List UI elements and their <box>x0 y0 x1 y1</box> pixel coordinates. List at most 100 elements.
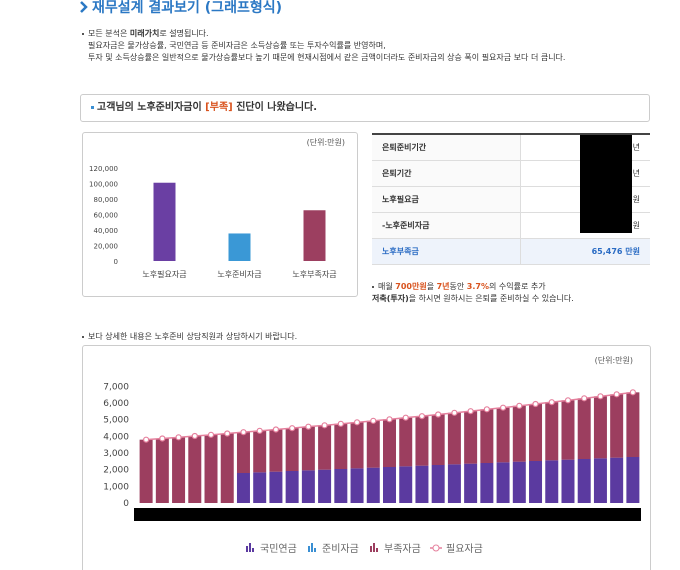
bar-segment <box>610 394 624 458</box>
unit-label: (단위:만원) <box>595 355 633 365</box>
advice-text: 을 하시면 원하시는 은퇴를 준비하실 수 있습니다. <box>408 294 574 303</box>
bar-segment <box>172 437 186 503</box>
y-tick-label: 3,000 <box>103 449 129 459</box>
x-tick-label: 노후부족자금 <box>292 270 336 279</box>
line-marker <box>175 434 182 441</box>
bar-segment <box>431 465 445 503</box>
page-title: 재무설계 결과보기 (그래프형식) <box>92 0 282 16</box>
line-marker <box>467 408 474 415</box>
bar-segment <box>415 416 429 466</box>
line-marker <box>548 399 555 406</box>
detail-note: 보다 상세한 내용은 노후준비 상담직원과 상담하시기 바랍니다. <box>82 331 297 343</box>
legend-icon <box>246 546 248 552</box>
advice-highlight: 700만원 <box>395 282 427 291</box>
line-marker <box>240 429 247 436</box>
bar-segment <box>626 392 640 457</box>
bar-segment <box>301 470 315 503</box>
line-marker <box>370 417 377 424</box>
bar-segment <box>383 419 396 467</box>
bar-segment <box>529 461 543 503</box>
bar-segment <box>269 429 283 472</box>
bar-segment <box>512 405 526 462</box>
note-text: 필요자금은 물가상승률, 국민연금 등 준비자금은 소득상승률 또는 투자수익률… <box>88 41 386 50</box>
line-marker <box>402 414 409 421</box>
advice-text: 저축(투자) <box>372 294 409 303</box>
line-marker <box>224 430 231 437</box>
table-row: 노후부족금 65,476 만원 <box>372 238 650 265</box>
bar-segment <box>415 465 429 503</box>
bar-segment <box>285 471 299 503</box>
advice-text: 을 <box>426 282 437 291</box>
legend-label: 필요자금 <box>446 543 483 555</box>
bar-segment <box>431 414 445 465</box>
y-tick-label: 40,000 <box>94 227 119 235</box>
legend-icon <box>376 548 378 552</box>
bar-segment <box>464 411 478 464</box>
bar-segment <box>626 457 640 503</box>
bar-segment <box>253 472 267 503</box>
y-tick-label: 1,000 <box>103 482 129 492</box>
bar-segment <box>366 420 380 468</box>
line-marker <box>289 425 296 432</box>
bar-segment <box>236 473 250 503</box>
advice-text: 동안 <box>449 282 467 291</box>
line-marker <box>305 423 312 430</box>
line-marker <box>386 416 393 423</box>
x-tick-label: 노후필요자금 <box>142 269 186 279</box>
line-marker <box>207 431 215 438</box>
note-text: 투자 및 소득상승률은 일반적으로 물가상승률보다 높기 때문에 현재시점에서 … <box>88 53 566 62</box>
bar-segment <box>480 409 494 463</box>
legend-label: 국민연금 <box>260 543 297 555</box>
line-marker <box>337 420 344 427</box>
line-marker <box>159 435 166 442</box>
row-label: 은퇴준비기간 <box>372 134 521 161</box>
bar-segment <box>545 402 559 461</box>
bar <box>303 210 326 261</box>
bar-segment <box>496 462 510 503</box>
advice-highlight: 7년 <box>436 282 450 291</box>
row-value: 65,476 만원 <box>520 238 650 265</box>
row-label: 노후필요금 <box>372 186 521 213</box>
line-marker <box>613 391 620 398</box>
y-tick-label: 4,000 <box>103 432 129 442</box>
bar-segment <box>464 463 478 503</box>
banner: 고객님의 노후준비자금이 [부족] 진단이 나왔습니다. <box>80 94 650 122</box>
bar-segment <box>220 433 234 503</box>
note-bold: 미래가치 <box>129 29 160 38</box>
bar-segment <box>285 428 299 471</box>
bar-segment <box>236 432 250 473</box>
line-marker <box>435 411 442 418</box>
legend-icon <box>373 543 375 552</box>
legend-icon <box>249 543 251 552</box>
line-marker <box>321 422 328 429</box>
legend-icon <box>314 548 316 552</box>
legend-icon <box>308 546 310 552</box>
advice-highlight: 3.7% <box>466 282 489 291</box>
bar-segment <box>561 400 575 460</box>
advice-text: 의 수익률로 추가 <box>488 282 546 291</box>
bar-segment <box>447 464 461 503</box>
bar-segment <box>350 468 364 503</box>
note-text: 로 설명됩니다. <box>159 29 209 38</box>
row-label: 은퇴기간 <box>372 160 521 187</box>
line-marker <box>256 427 263 434</box>
legend-icon <box>252 548 254 552</box>
bar-segment <box>593 458 607 503</box>
bar-segment <box>350 422 364 469</box>
banner-text: 진단이 나왔습니다. <box>232 102 318 113</box>
bar-segment <box>188 436 202 503</box>
legend-icon <box>370 546 372 552</box>
bar-segment <box>447 412 461 465</box>
y-tick-label: 80,000 <box>94 196 119 204</box>
y-tick-label: 120,000 <box>89 165 118 173</box>
line-marker <box>629 389 636 396</box>
bar-segment <box>496 407 510 463</box>
bar-segment <box>204 434 218 503</box>
combo-chart: 국민연금 준비자금 부족자금 필요자금 (단위:만원) 0 1,000 2,000 3,000 4… <box>82 345 651 570</box>
legend-label: 부족자금 <box>384 543 421 555</box>
line-marker <box>191 432 198 440</box>
y-tick-label: 2,000 <box>103 466 129 476</box>
line-marker <box>353 419 361 426</box>
legend: 국민연금 준비자금 부족자금 필요자금 <box>246 543 483 555</box>
